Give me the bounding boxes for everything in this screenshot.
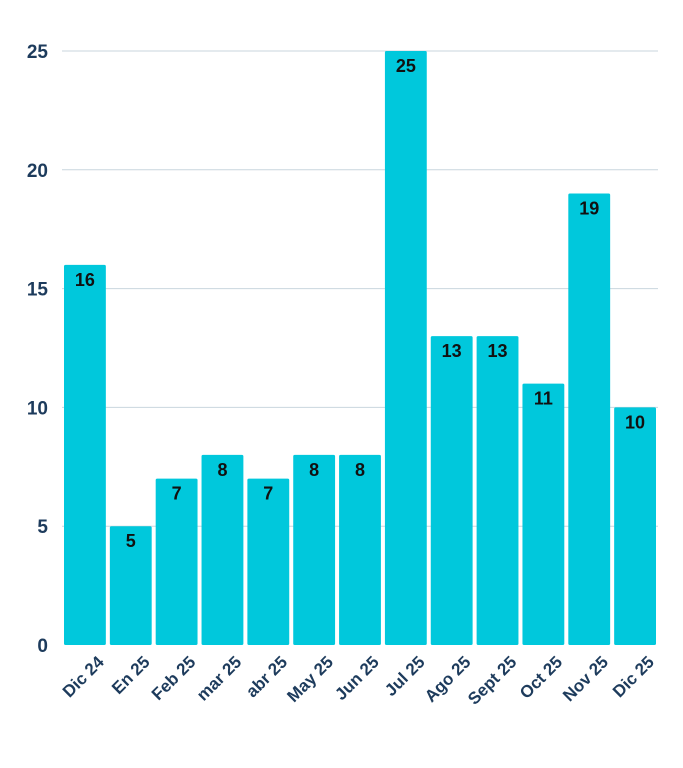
bar-value-label: 25: [396, 56, 416, 76]
bar-value-label: 13: [488, 341, 508, 361]
x-tick-label: Feb 25: [148, 652, 200, 704]
bars: [64, 51, 656, 645]
bar-value-label: 8: [217, 460, 227, 480]
bar-value-label: 5: [126, 531, 136, 551]
bar: [384, 51, 427, 645]
bar: [155, 478, 198, 645]
y-axis-tick-labels: 0 5 10 15 20 25: [27, 42, 49, 657]
bar: [64, 264, 106, 645]
x-tick-label: mar 25: [193, 652, 245, 704]
x-tick-label: Nov 25: [559, 652, 612, 705]
bar-value-label: 7: [263, 484, 273, 504]
bar-value-label: 11: [534, 389, 553, 409]
bar-value-label: 7: [172, 484, 182, 504]
bar: [293, 454, 336, 645]
bar: [430, 336, 473, 645]
y-tick-label: 25: [27, 42, 49, 63]
x-tick-label: Sept 25: [464, 652, 520, 708]
bar-value-label: 13: [442, 341, 462, 361]
bar: [339, 454, 381, 645]
bar: [109, 526, 152, 645]
x-tick-label: Oct 25: [516, 652, 566, 702]
y-tick-label: 15: [27, 280, 49, 301]
x-tick-label: Jun 25: [331, 652, 383, 704]
bar: [247, 478, 290, 645]
bar-value-labels: 16 5 7 8 7 8 8 25 13 13 11 19 10: [75, 56, 645, 551]
x-tick-label: En 25: [108, 652, 154, 698]
bar: [522, 383, 565, 645]
bar-value-label: 16: [75, 270, 95, 290]
bar: [568, 193, 611, 645]
bar-value-label: 8: [355, 460, 365, 480]
bar: [614, 407, 656, 645]
bar: [201, 454, 244, 645]
bar-value-label: 8: [309, 460, 319, 480]
y-tick-label: 20: [27, 161, 48, 182]
bar-value-label: 10: [625, 412, 645, 432]
x-tick-label: Dic 25: [609, 652, 658, 701]
y-tick-label: 5: [37, 517, 48, 538]
x-tick-label: May 25: [283, 652, 337, 706]
x-tick-label: Dic 24: [59, 652, 108, 701]
bar-value-label: 19: [579, 199, 599, 219]
y-tick-label: 0: [37, 636, 48, 657]
bar: [476, 336, 519, 645]
y-tick-label: 10: [27, 398, 48, 419]
